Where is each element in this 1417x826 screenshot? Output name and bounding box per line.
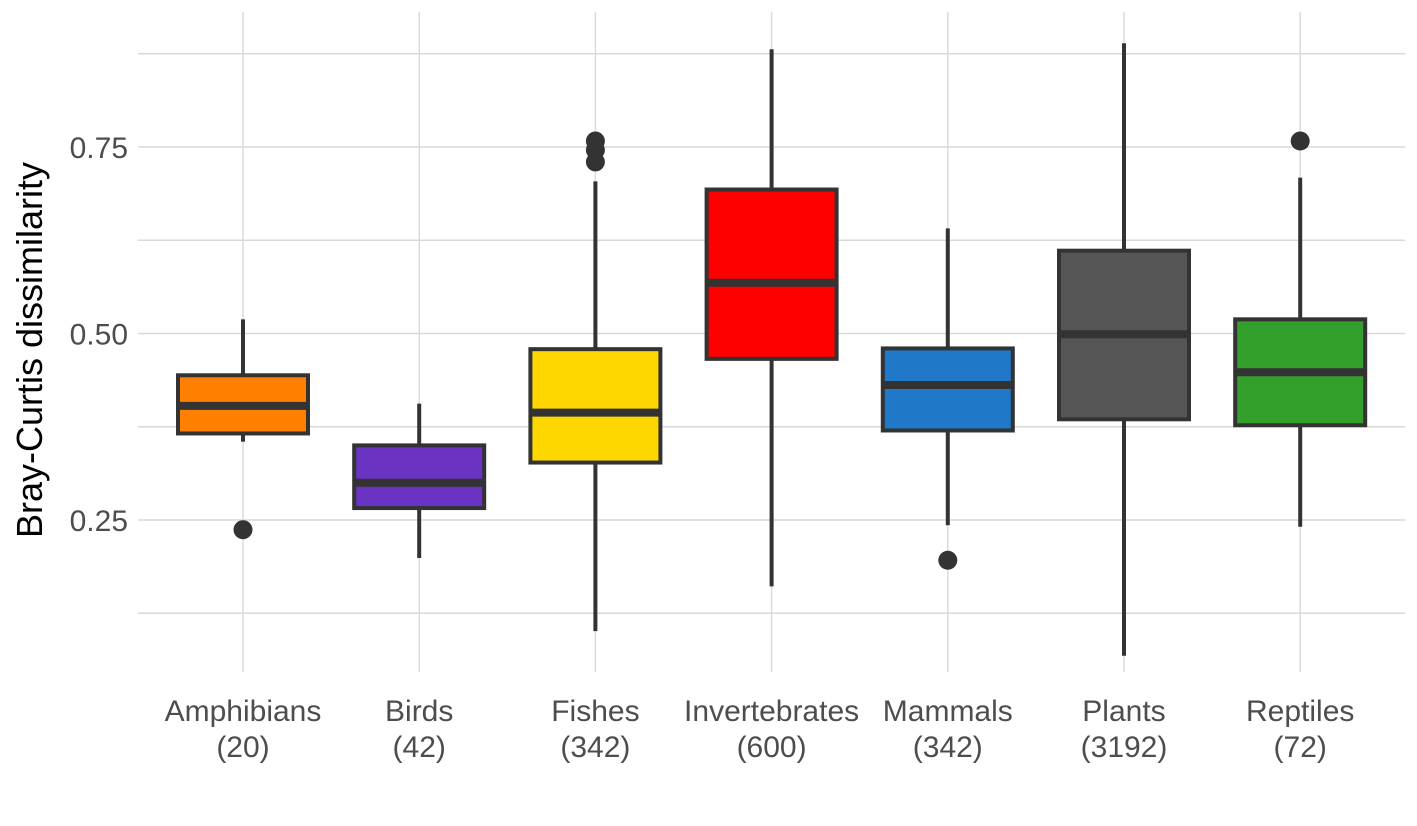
box-reptiles — [1233, 131, 1368, 527]
x-tick-count: (600) — [737, 731, 807, 764]
x-tick-label: Amphibians — [165, 695, 322, 728]
x-tick-count: (342) — [913, 731, 983, 764]
x-tick-label: Fishes — [551, 695, 639, 728]
y-tick-label: 0.50 — [70, 319, 128, 352]
x-tick-label: Plants — [1082, 695, 1165, 728]
outlier-point — [233, 520, 253, 540]
y-axis-ticks: 0.25 0.50 0.75 — [70, 132, 128, 538]
y-axis-label-container: Bray-Curtis dissimilarity — [8, 0, 52, 826]
x-tick-label: Invertebrates — [684, 695, 859, 728]
outlier-point — [585, 131, 605, 151]
iqr-box — [352, 443, 487, 511]
iqr-box — [704, 187, 839, 361]
x-axis-ticks: Amphibians(20)Birds(42)Fishes(342)Invert… — [165, 695, 1355, 764]
x-tick-label: Reptiles — [1246, 695, 1354, 728]
x-tick-label: Birds — [385, 695, 453, 728]
x-tick-count: (72) — [1274, 731, 1327, 764]
outlier-point — [938, 550, 958, 570]
box-amphibians — [176, 319, 310, 540]
x-tick-count: (42) — [393, 731, 446, 764]
iqr-box — [528, 347, 663, 465]
box-birds — [352, 403, 487, 559]
boxes — [176, 43, 1368, 656]
iqr-box — [880, 346, 1015, 433]
box-mammals — [880, 228, 1015, 570]
y-tick-label: 0.25 — [70, 505, 128, 538]
y-axis-label: Bray-Curtis dissimilarity — [9, 161, 50, 539]
box-plants — [1057, 43, 1191, 656]
outlier-point — [1290, 131, 1310, 151]
x-tick-count: (3192) — [1081, 731, 1168, 764]
x-tick-label: Mammals — [883, 695, 1013, 728]
x-tick-count: (20) — [216, 731, 269, 764]
x-tick-count: (342) — [560, 731, 630, 764]
y-tick-label: 0.75 — [70, 132, 128, 165]
box-fishes — [528, 131, 663, 632]
box-invertebrates — [704, 49, 839, 587]
